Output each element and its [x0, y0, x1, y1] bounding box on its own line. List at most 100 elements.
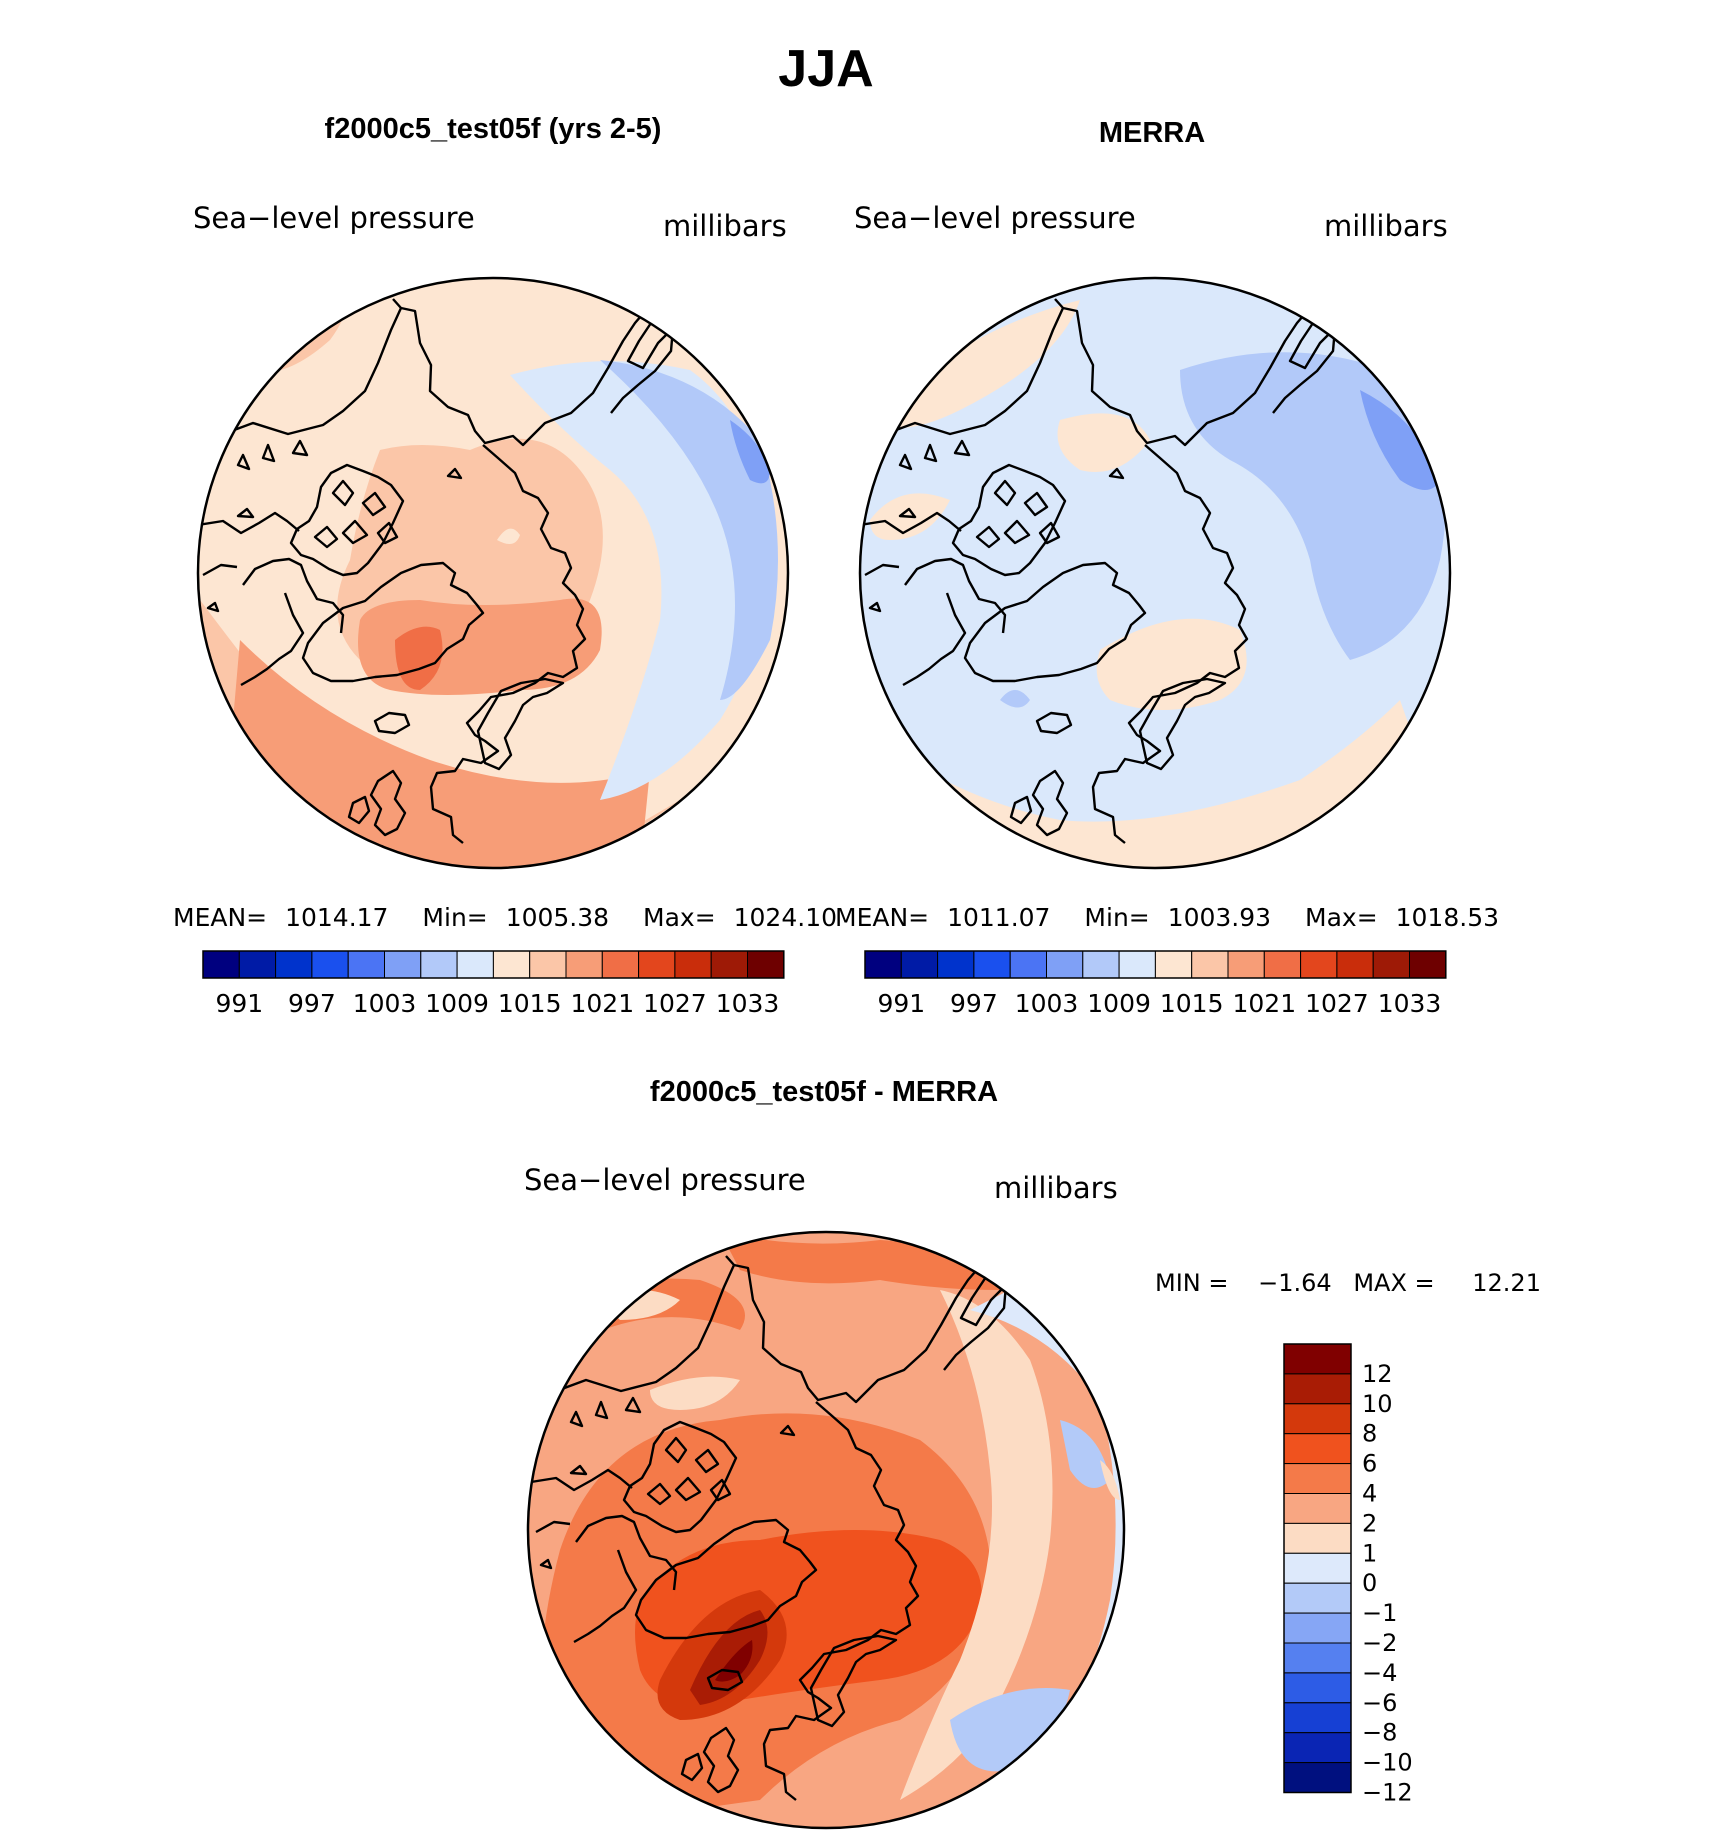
stats-line: MEAN= 1011.07 Min= 1003.93 Max= 1018.53	[835, 903, 1499, 932]
colorbar-cell	[1283, 1732, 1352, 1764]
colorbar-cell	[420, 950, 458, 979]
colorbar-cell	[1283, 1493, 1352, 1524]
colorbar-cell	[1300, 950, 1338, 979]
colorbar-tick-label: −10	[1362, 1749, 1413, 1777]
field-region	[1096, 618, 1247, 710]
colorbar-tick-label: −12	[1362, 1779, 1413, 1807]
colorbar-cell	[1283, 1403, 1352, 1435]
field-region	[220, 640, 650, 868]
colorbar-cell	[529, 950, 567, 979]
panel-title: MERRA	[1099, 117, 1205, 149]
colorbar-cell	[1283, 1672, 1352, 1704]
colorbar-cell	[937, 950, 975, 979]
map-field	[860, 278, 1450, 868]
colorbar-cell	[492, 950, 531, 979]
colorbar-cell	[638, 950, 676, 979]
colorbar-cell	[674, 950, 712, 979]
variable-label: Sea−level pressure	[193, 201, 475, 235]
colorbar-tick-label: 1021	[1232, 989, 1296, 1018]
field-region	[1100, 1460, 1120, 1500]
stat-min-label: Min=	[1084, 903, 1149, 932]
colorbar-tick-label: 10	[1362, 1390, 1393, 1418]
colorbar-cell	[384, 950, 422, 979]
colorbar-cell	[565, 950, 603, 979]
colorbar-tick-label: 4	[1362, 1480, 1377, 1508]
colorbar-cell	[1154, 950, 1193, 979]
colorbar-cell	[1283, 1582, 1352, 1614]
colorbar-cell	[1283, 1463, 1352, 1494]
stat-min-value: 1003.93	[1168, 903, 1271, 932]
colorbar-cell	[1118, 950, 1156, 979]
colorbar-tick-label: 1033	[716, 989, 780, 1018]
units-label: millibars	[663, 209, 787, 243]
colorbar-cell	[202, 950, 240, 979]
variable-label: Sea−level pressure	[524, 1163, 806, 1197]
field-region	[358, 598, 602, 695]
stat-mean-label: MEAN=	[173, 903, 267, 932]
colorbar-frame	[1283, 1343, 1352, 1794]
map-field	[198, 278, 788, 868]
colorbar: 991 997 1003 1009 1015 1021 1027 1033	[202, 950, 785, 1018]
colorbar-tick-label: −2	[1362, 1629, 1397, 1657]
stat-max-label: Max=	[643, 903, 716, 932]
stat-mean-label: MEAN=	[835, 903, 929, 932]
colorbar-tick-label: 997	[288, 989, 336, 1018]
stat-min-value: −1.64	[1258, 1269, 1332, 1297]
colorbar-tick-label: 1021	[570, 989, 634, 1018]
colorbar-cell	[864, 950, 902, 979]
colorbar-tick-label: 1003	[1015, 989, 1079, 1018]
field-region	[250, 278, 330, 330]
colorbar-cell	[347, 950, 386, 979]
colorbar-cell	[1336, 950, 1374, 979]
colorbar-tick-label: 997	[950, 989, 998, 1018]
colorbar-cell	[1009, 950, 1048, 979]
colorbar-tick-label: 0	[1362, 1569, 1377, 1597]
panel-model: f2000c5_test05f (yrs 2-5) Sea−level pres…	[173, 113, 837, 1018]
stats-line: MIN = −1.64 MAX = 12.21	[1155, 1269, 1541, 1297]
colorbar-cell	[710, 950, 749, 979]
colorbar-cell	[1263, 950, 1302, 979]
colorbar-cell	[1283, 1642, 1352, 1674]
field-region	[1060, 1420, 1110, 1488]
colorbar-tick-label: −6	[1362, 1689, 1397, 1717]
colorbar-tick-label: 1015	[1160, 989, 1224, 1018]
colorbar-cell	[1283, 1373, 1352, 1405]
colorbar-frame	[864, 950, 1447, 979]
colorbar-tick-label: 1009	[1087, 989, 1151, 1018]
stat-min-label: MIN =	[1155, 1269, 1228, 1297]
field-region	[870, 300, 1080, 428]
colorbar-frame	[202, 950, 785, 979]
field-region	[1000, 690, 1030, 708]
colorbar-cell	[1227, 950, 1265, 979]
colorbar-tick-label: 6	[1362, 1450, 1377, 1478]
colorbar-tick-label: −1	[1362, 1599, 1397, 1627]
field-region	[900, 1290, 1053, 1800]
map-border	[526, 1230, 1126, 1830]
colorbar-tick-label: 1003	[353, 989, 417, 1018]
colorbar-cell	[747, 950, 785, 979]
colorbar-cell	[1409, 950, 1447, 979]
colorbar-tick-label: 1015	[498, 989, 562, 1018]
map-border	[858, 276, 1452, 870]
units-label: millibars	[994, 1171, 1118, 1205]
colorbar-cell	[1283, 1552, 1352, 1584]
colorbar-cell	[1283, 1433, 1352, 1465]
panel-title: f2000c5_test05f (yrs 2-5)	[325, 113, 662, 145]
colorbar: 991 997 1003 1009 1015 1021 1027 1033	[864, 950, 1447, 1018]
colorbar-tick-label: 12	[1362, 1360, 1393, 1388]
colorbar-tick-label: 1027	[1305, 989, 1369, 1018]
figure-title: JJA	[778, 40, 873, 98]
field-region	[1057, 413, 1150, 472]
colorbar-tick-label: 2	[1362, 1509, 1377, 1537]
colorbar-tick-label: 1033	[1378, 989, 1442, 1018]
field-region	[497, 528, 520, 544]
colorbar-cell	[1191, 950, 1229, 979]
map-field	[528, 1232, 1124, 1828]
variable-label: Sea−level pressure	[854, 201, 1136, 235]
colorbar-cell	[1046, 950, 1084, 979]
field-region	[395, 626, 443, 690]
colorbar-tick-label: 1009	[425, 989, 489, 1018]
colorbar-tick-label: 1027	[643, 989, 707, 1018]
field-region	[720, 1232, 1000, 1290]
